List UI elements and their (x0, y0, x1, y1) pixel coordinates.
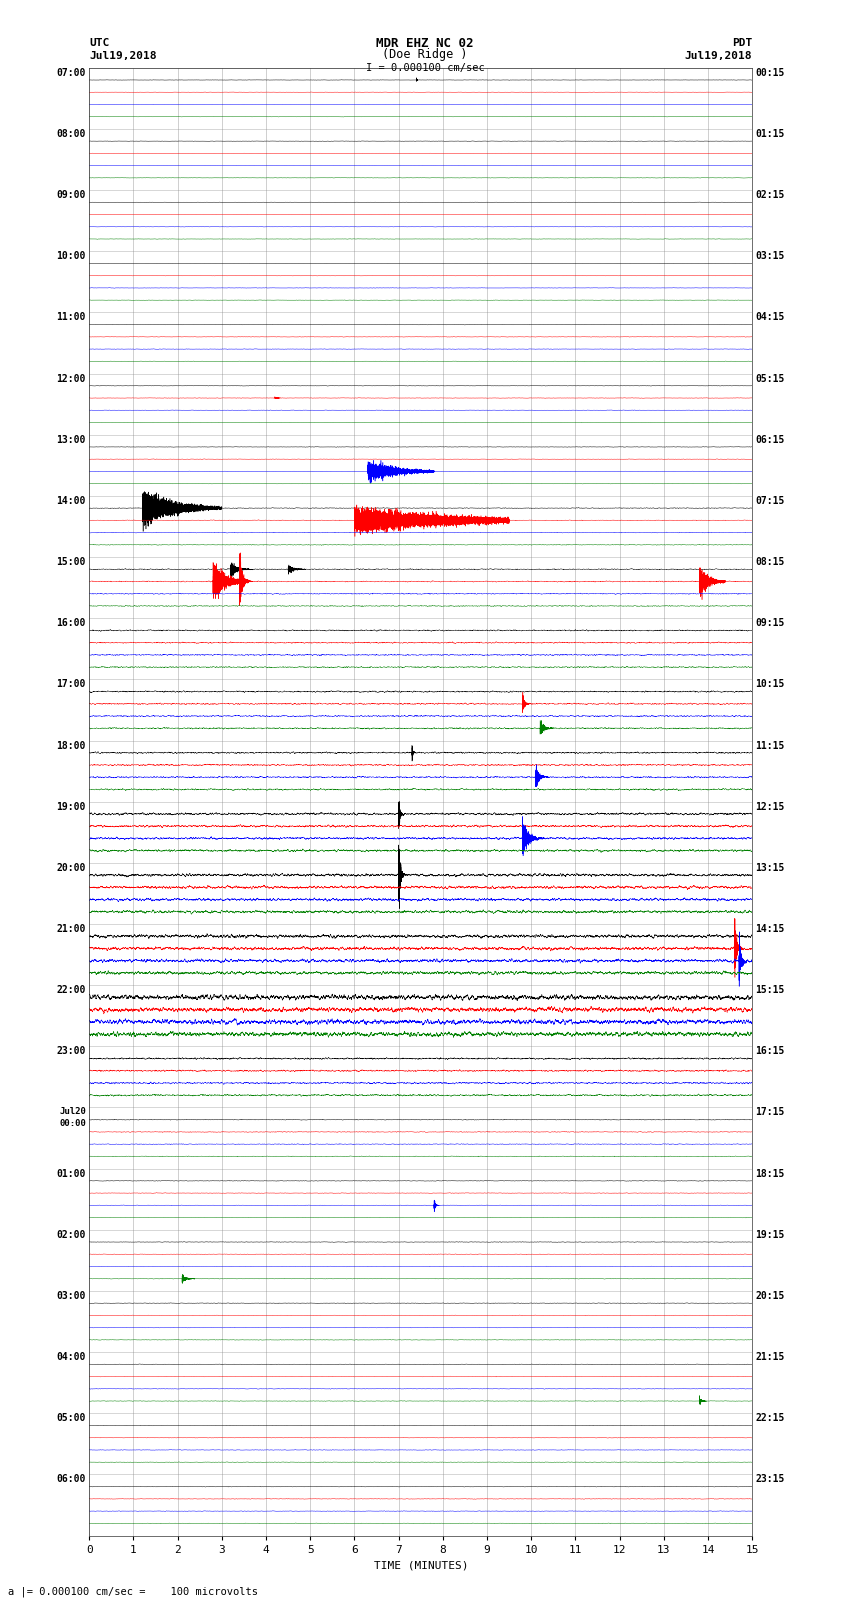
Text: 06:15: 06:15 (756, 436, 785, 445)
Text: 17:00: 17:00 (57, 679, 86, 689)
Text: 03:15: 03:15 (756, 252, 785, 261)
Text: UTC: UTC (89, 39, 110, 48)
Text: 07:00: 07:00 (57, 68, 86, 77)
Text: Jul19,2018: Jul19,2018 (89, 52, 156, 61)
X-axis label: TIME (MINUTES): TIME (MINUTES) (373, 1560, 468, 1569)
Text: I = 0.000100 cm/sec: I = 0.000100 cm/sec (366, 63, 484, 73)
Text: 22:00: 22:00 (57, 986, 86, 995)
Text: Jul19,2018: Jul19,2018 (685, 52, 752, 61)
Text: 13:00: 13:00 (57, 436, 86, 445)
Text: 08:00: 08:00 (57, 129, 86, 139)
Text: 10:15: 10:15 (756, 679, 785, 689)
Text: 04:00: 04:00 (57, 1352, 86, 1361)
Text: 01:00: 01:00 (57, 1168, 86, 1179)
Text: 21:00: 21:00 (57, 924, 86, 934)
Text: 08:15: 08:15 (756, 556, 785, 568)
Text: 15:15: 15:15 (756, 986, 785, 995)
Text: 03:00: 03:00 (57, 1290, 86, 1302)
Text: PDT: PDT (732, 39, 752, 48)
Text: (Doe Ridge ): (Doe Ridge ) (382, 48, 468, 61)
Text: 02:15: 02:15 (756, 190, 785, 200)
Text: MDR EHZ NC 02: MDR EHZ NC 02 (377, 37, 473, 50)
Text: 06:00: 06:00 (57, 1474, 86, 1484)
Text: 18:15: 18:15 (756, 1168, 785, 1179)
Text: 18:00: 18:00 (57, 740, 86, 750)
Text: 12:15: 12:15 (756, 802, 785, 811)
Text: 23:15: 23:15 (756, 1474, 785, 1484)
Text: 14:00: 14:00 (57, 495, 86, 506)
Text: 04:15: 04:15 (756, 313, 785, 323)
Text: 20:15: 20:15 (756, 1290, 785, 1302)
Text: 10:00: 10:00 (57, 252, 86, 261)
Text: 02:00: 02:00 (57, 1229, 86, 1240)
Text: 13:15: 13:15 (756, 863, 785, 873)
Text: 05:00: 05:00 (57, 1413, 86, 1423)
Text: a |= 0.000100 cm/sec =    100 microvolts: a |= 0.000100 cm/sec = 100 microvolts (8, 1586, 258, 1597)
Text: 19:00: 19:00 (57, 802, 86, 811)
Text: 16:15: 16:15 (756, 1047, 785, 1057)
Text: 07:15: 07:15 (756, 495, 785, 506)
Text: 09:15: 09:15 (756, 618, 785, 627)
Text: 09:00: 09:00 (57, 190, 86, 200)
Text: 05:15: 05:15 (756, 374, 785, 384)
Text: Jul20: Jul20 (59, 1108, 86, 1116)
Text: 00:00: 00:00 (59, 1119, 86, 1127)
Text: 20:00: 20:00 (57, 863, 86, 873)
Text: 14:15: 14:15 (756, 924, 785, 934)
Text: 15:00: 15:00 (57, 556, 86, 568)
Text: 22:15: 22:15 (756, 1413, 785, 1423)
Text: 16:00: 16:00 (57, 618, 86, 627)
Text: 23:00: 23:00 (57, 1047, 86, 1057)
Text: 11:15: 11:15 (756, 740, 785, 750)
Text: 00:15: 00:15 (756, 68, 785, 77)
Text: 12:00: 12:00 (57, 374, 86, 384)
Text: 11:00: 11:00 (57, 313, 86, 323)
Text: 01:15: 01:15 (756, 129, 785, 139)
Text: 17:15: 17:15 (756, 1108, 785, 1118)
Text: 19:15: 19:15 (756, 1229, 785, 1240)
Text: 21:15: 21:15 (756, 1352, 785, 1361)
